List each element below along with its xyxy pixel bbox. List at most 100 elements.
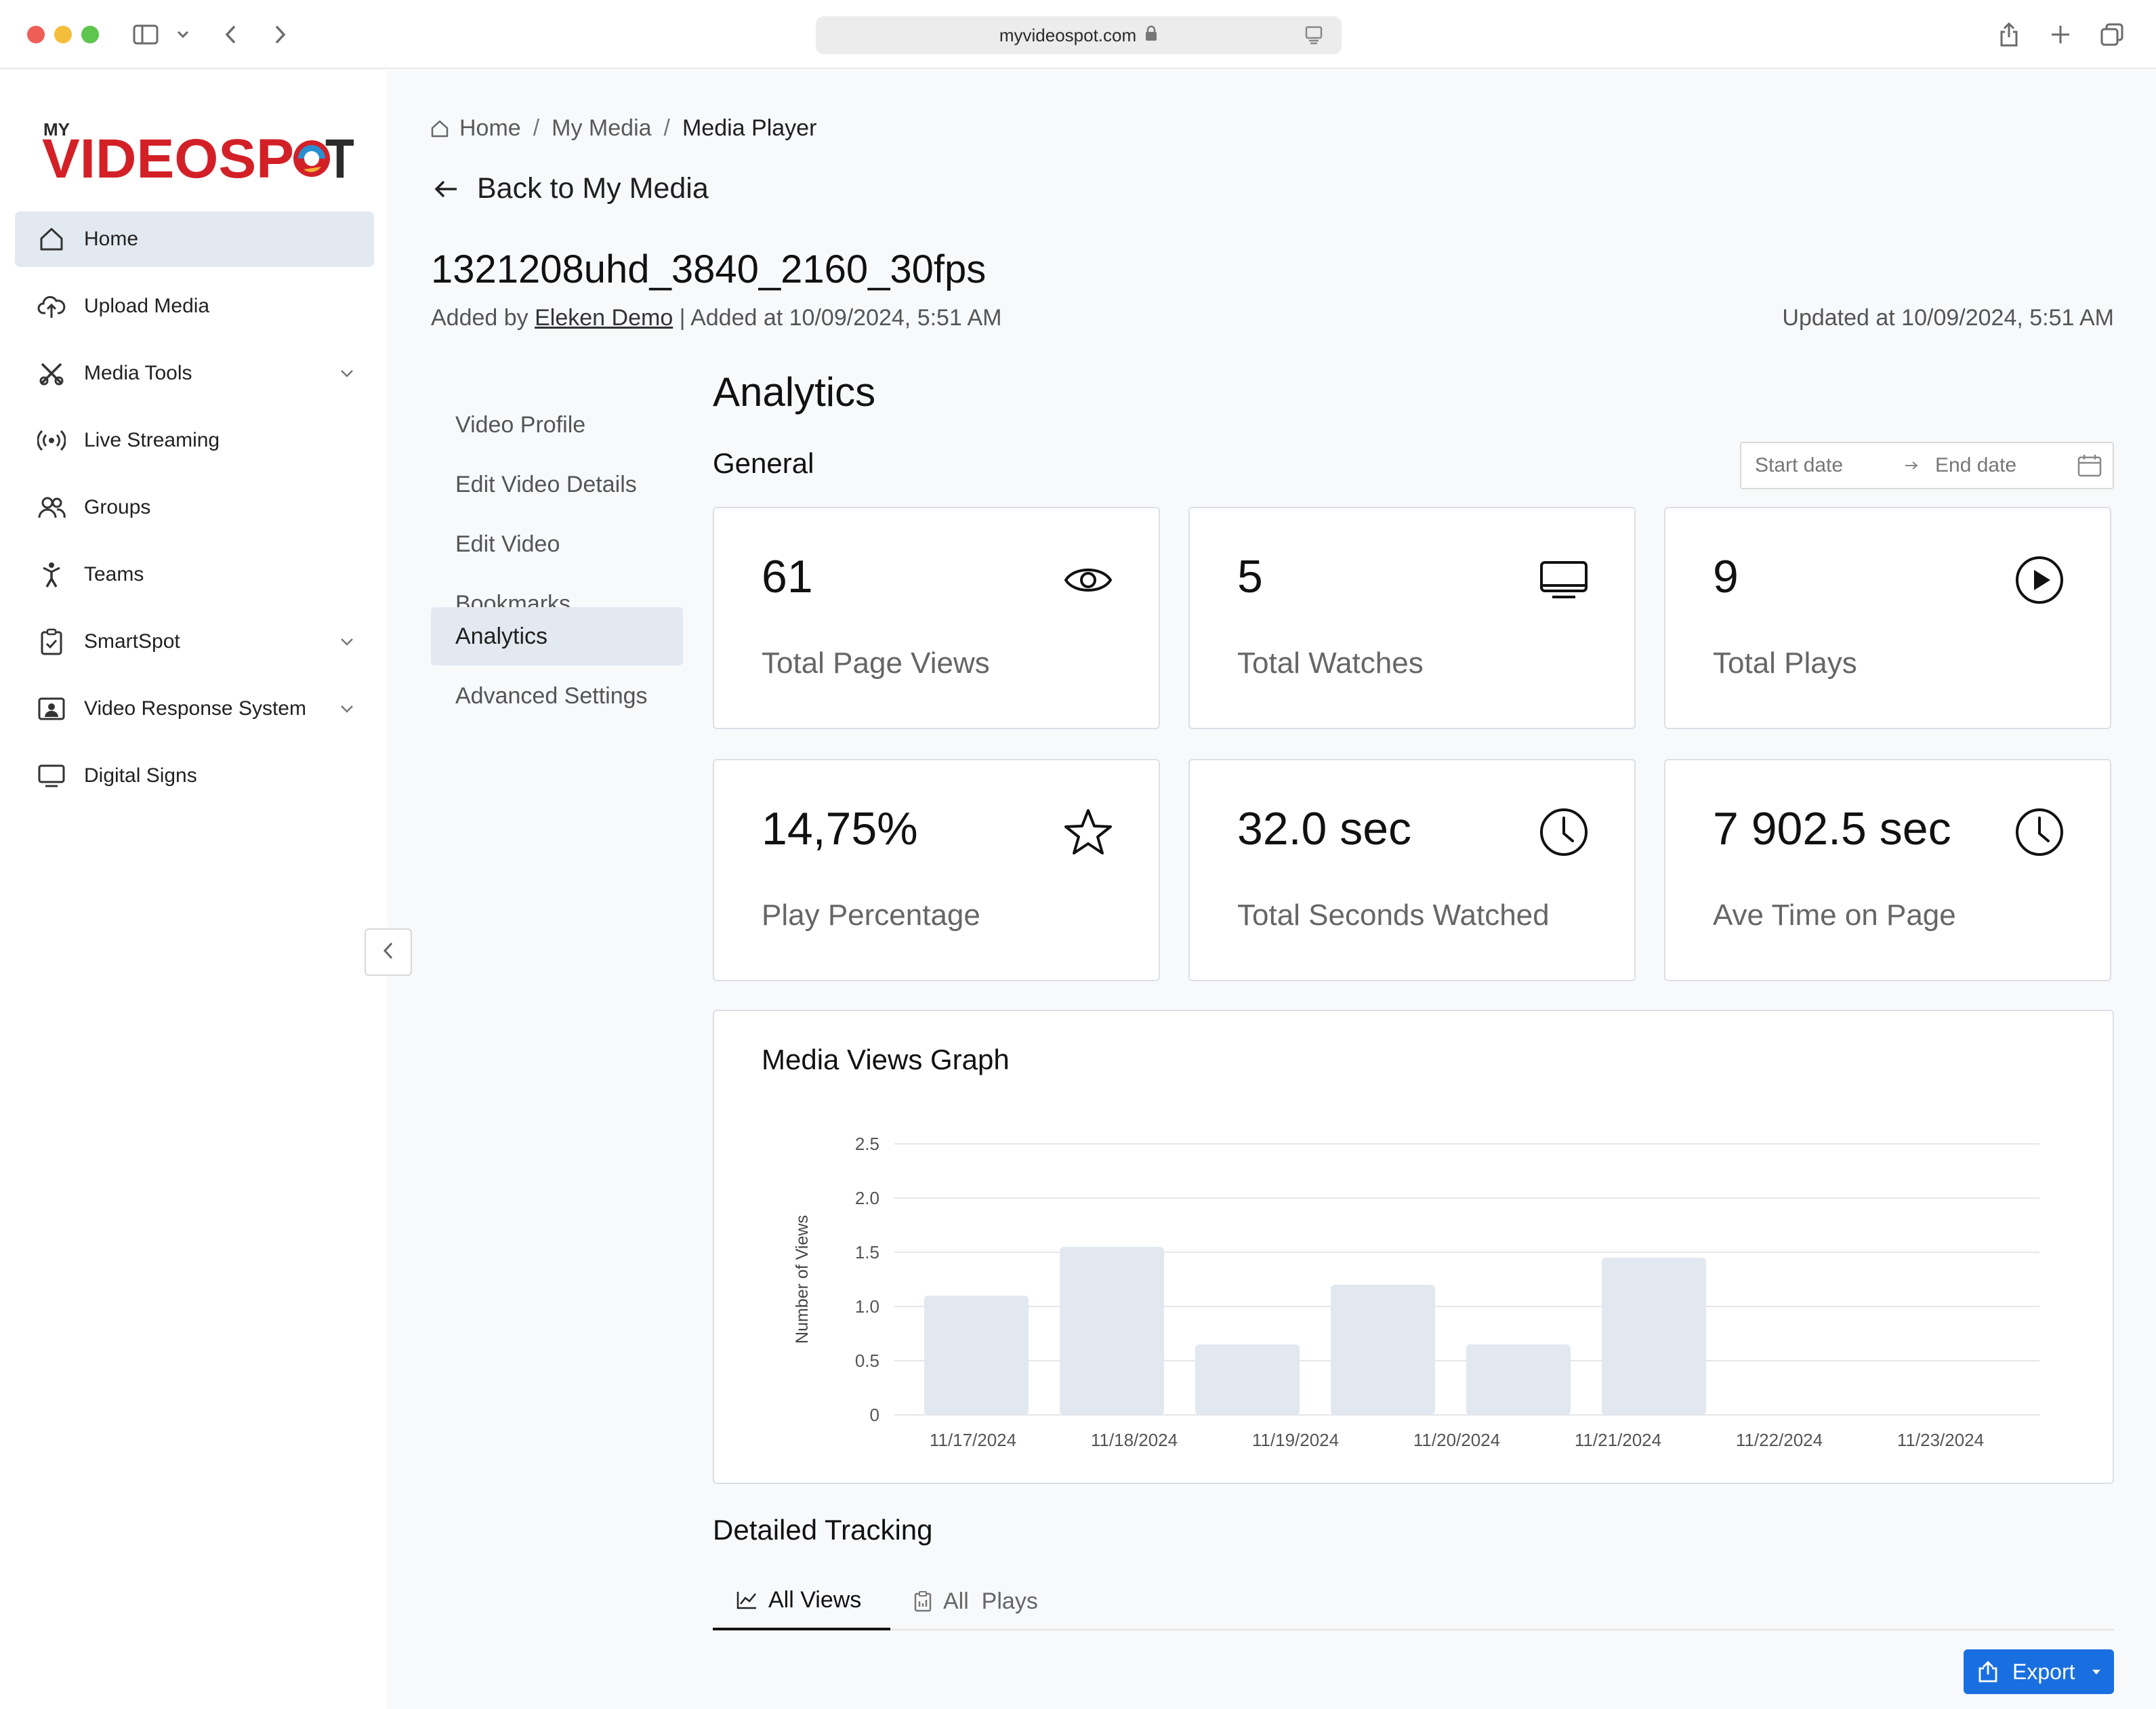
stat-label: Total Page Views (762, 646, 990, 680)
sidebar-item-home[interactable]: Home (15, 211, 374, 267)
export-label: Export (2012, 1659, 2075, 1684)
sidebar-toggle-icon[interactable] (129, 18, 163, 52)
breadcrumb-separator: / (533, 115, 540, 141)
users-icon (37, 493, 66, 522)
forward-icon[interactable] (263, 18, 297, 52)
y-tick-label: 2.0 (855, 1188, 879, 1208)
graph-title: Media Views Graph (762, 1044, 1010, 1075)
x-tick-label: 11/19/2024 (1252, 1430, 1339, 1450)
general-heading: General (713, 447, 814, 479)
chevron-down-icon (337, 364, 356, 383)
sidebar: MY VIDEOSP T Home Upload Media Media Too… (0, 70, 388, 1709)
monitor-icon (1538, 554, 1590, 606)
home-icon (37, 224, 66, 254)
collapse-sidebar-button[interactable] (365, 928, 412, 976)
sidebar-item-label: Video Response System (84, 697, 306, 720)
chevron-down-icon (337, 699, 356, 718)
subnav-edit-video[interactable]: Edit Video (455, 531, 560, 557)
clock-icon (2014, 806, 2065, 858)
stat-label: Play Percentage (762, 899, 980, 932)
media-views-graph-card: Media Views Graph 0 0.5 1.0 1.5 2.0 2.5 Number… (713, 1010, 2114, 1484)
sidebar-item-label: Digital Signs (84, 764, 197, 787)
stat-label: Ave Time on Page (1713, 899, 1956, 932)
calendar-icon[interactable] (2077, 454, 2102, 477)
window-zoom-button[interactable] (81, 26, 99, 43)
lock-icon (1144, 25, 1158, 46)
person-icon (37, 560, 66, 590)
sidebar-item-teams[interactable]: Teams (15, 547, 374, 602)
logo-globe-icon (293, 140, 330, 177)
home-icon[interactable] (430, 119, 450, 139)
tab-all-plays[interactable]: All Plays (913, 1572, 1069, 1630)
stat-card-total-page-views: 61 Total Page Views (713, 507, 1160, 729)
subnav-video-profile[interactable]: Video Profile (455, 411, 586, 438)
main-content: Home / My Media / Media Player Back to M… (388, 70, 2156, 1709)
sidebar-item-label: Upload Media (84, 295, 210, 317)
date-range-picker[interactable]: Start date End date (1740, 442, 2114, 489)
analytics-heading: Analytics (713, 369, 876, 415)
start-date-input[interactable]: Start date (1755, 454, 1844, 476)
chart-bar (1195, 1344, 1300, 1415)
breadcrumb: Home / My Media / Media Player (430, 115, 816, 142)
added-at-text: | Added at 10/09/2024, 5:51 AM (673, 305, 1002, 331)
stat-card-play-percentage: 14,75% Play Percentage (713, 759, 1160, 981)
author-link[interactable]: Eleken Demo (535, 305, 673, 331)
breadcrumb-my-media-link[interactable]: My Media (552, 115, 652, 141)
stat-card-total-seconds-watched: 32.0 sec Total Seconds Watched (1188, 759, 1636, 981)
x-tick-label: 11/23/2024 (1897, 1430, 1984, 1450)
arrow-left-icon (434, 179, 459, 199)
back-icon[interactable] (214, 18, 248, 52)
chart-bar (1466, 1344, 1571, 1415)
breadcrumb-home-link[interactable]: Home (459, 115, 521, 141)
sidebar-item-digital-signs[interactable]: Digital Signs (15, 748, 374, 804)
subnav-advanced-settings[interactable]: Advanced Settings (455, 682, 648, 709)
export-button[interactable]: Export (1964, 1649, 2114, 1694)
breadcrumb-current: Media Player (682, 115, 817, 141)
y-tick-label: 1.5 (855, 1242, 879, 1262)
back-to-my-media-link[interactable]: Back to My Media (434, 172, 709, 205)
svg-text:T: T (325, 128, 354, 186)
subnav-edit-video-details[interactable]: Edit Video Details (455, 471, 637, 497)
sidebar-item-upload-media[interactable]: Upload Media (15, 279, 374, 334)
caret-down-icon[interactable] (2091, 1668, 2102, 1675)
chevron-down-icon[interactable] (171, 18, 195, 52)
sidebar-item-groups[interactable]: Groups (15, 480, 374, 535)
y-tick-label: 0.5 (855, 1351, 879, 1371)
share-icon[interactable] (1992, 18, 2026, 52)
window-close-button[interactable] (27, 26, 45, 43)
sidebar-item-live-streaming[interactable]: Live Streaming (15, 413, 374, 468)
chart-bar (1602, 1258, 1706, 1415)
window-minimize-button[interactable] (54, 26, 72, 43)
new-tab-icon[interactable] (2044, 18, 2077, 52)
end-date-input[interactable]: End date (1935, 454, 2017, 476)
broadcast-icon (37, 426, 66, 455)
tab-all-views[interactable]: All Views (713, 1572, 890, 1630)
tab-overview-icon[interactable] (2095, 18, 2129, 52)
play-circle-icon (2014, 554, 2065, 606)
myvideospot-logo[interactable]: MY VIDEOSP T (42, 118, 355, 190)
stat-value: 5 (1237, 551, 1263, 602)
stat-value: 61 (762, 551, 813, 602)
tab-label: All Plays (943, 1588, 1038, 1614)
svg-text:MY: MY (43, 119, 70, 140)
sidebar-item-smartspot[interactable]: SmartSpot (15, 614, 374, 670)
x-tick-label: 11/18/2024 (1091, 1430, 1178, 1450)
x-tick-label: 11/20/2024 (1413, 1430, 1500, 1450)
sidebar-item-label: Groups (84, 496, 151, 518)
y-tick-label: 1.0 (855, 1296, 879, 1317)
subnav-analytics[interactable]: Analytics (431, 607, 683, 665)
stat-card-ave-time-on-page: 7 902.5 sec Ave Time on Page (1664, 759, 2111, 981)
added-by-prefix: Added by (431, 305, 535, 331)
sidebar-item-video-response-system[interactable]: Video Response System (15, 681, 374, 737)
stat-card-total-plays: 9 Total Plays (1664, 507, 2111, 729)
clipboard-icon (913, 1590, 932, 1612)
chart-bar (1060, 1247, 1164, 1415)
contact-card-icon (37, 694, 66, 724)
stat-label: Total Watches (1237, 646, 1424, 680)
sidebar-item-media-tools[interactable]: Media Tools (15, 346, 374, 401)
monitor-icon (37, 761, 66, 791)
sidebar-item-label: SmartSpot (84, 630, 180, 653)
tools-icon (37, 358, 66, 388)
reader-icon[interactable] (1305, 26, 1323, 49)
address-bar[interactable]: myvideospot.com (816, 16, 1342, 54)
